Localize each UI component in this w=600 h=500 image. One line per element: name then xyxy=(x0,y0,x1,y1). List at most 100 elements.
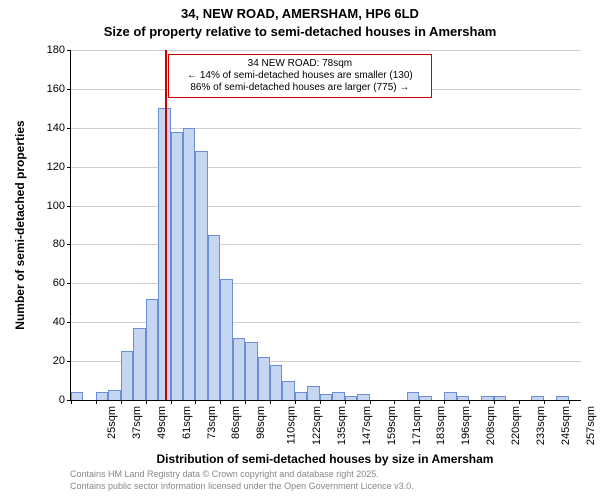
callout-line: 86% of semi-detached houses are larger (… xyxy=(172,82,428,94)
histogram-bar xyxy=(531,396,543,400)
x-tick-label: 220sqm xyxy=(510,406,522,445)
histogram-bar xyxy=(295,392,307,400)
x-axis-label: Distribution of semi-detached houses by … xyxy=(70,452,580,466)
histogram-bar xyxy=(96,392,108,400)
y-tick-mark xyxy=(67,283,71,284)
x-tick-label: 135sqm xyxy=(336,406,348,445)
y-tick-mark xyxy=(67,89,71,90)
histogram-bar xyxy=(258,357,270,400)
histogram-bar xyxy=(494,396,506,400)
histogram-bar xyxy=(419,396,431,400)
x-tick-mark xyxy=(171,400,172,404)
histogram-bar xyxy=(556,396,568,400)
grid-line xyxy=(71,50,581,51)
histogram-chart: 34, NEW ROAD, AMERSHAM, HP6 6LD Size of … xyxy=(0,0,600,500)
x-tick-label: 61sqm xyxy=(181,406,193,439)
y-tick-label: 160 xyxy=(47,83,65,95)
x-tick-label: 245sqm xyxy=(560,406,572,445)
x-tick-mark xyxy=(444,400,445,404)
y-tick-label: 0 xyxy=(59,394,65,406)
x-tick-label: 86sqm xyxy=(230,406,242,439)
x-tick-label: 196sqm xyxy=(460,406,472,445)
plot-area: 02040608010012014016018025sqm37sqm49sqm6… xyxy=(70,50,581,401)
x-tick-mark xyxy=(295,400,296,404)
x-tick-mark xyxy=(270,400,271,404)
histogram-bar xyxy=(121,351,133,400)
y-tick-label: 140 xyxy=(47,122,65,134)
x-tick-label: 37sqm xyxy=(131,406,143,439)
histogram-bar xyxy=(108,390,120,400)
histogram-bar xyxy=(345,396,357,400)
histogram-bar xyxy=(171,132,183,400)
x-tick-mark xyxy=(419,400,420,404)
callout-line: 34 NEW ROAD: 78sqm xyxy=(172,58,428,70)
histogram-bar xyxy=(332,392,344,400)
x-tick-mark xyxy=(121,400,122,404)
x-tick-label: 233sqm xyxy=(535,406,547,445)
y-tick-label: 180 xyxy=(47,44,65,56)
grid-line xyxy=(71,244,581,245)
callout-line: ← 14% of semi-detached houses are smalle… xyxy=(172,70,428,82)
x-tick-mark xyxy=(519,400,520,404)
histogram-bar xyxy=(307,386,319,400)
x-tick-label: 122sqm xyxy=(311,406,323,445)
histogram-bar xyxy=(208,235,220,400)
histogram-bar xyxy=(320,394,332,400)
y-tick-mark xyxy=(67,50,71,51)
y-tick-label: 120 xyxy=(47,161,65,173)
y-tick-label: 20 xyxy=(53,355,65,367)
x-tick-label: 147sqm xyxy=(361,406,373,445)
x-tick-mark xyxy=(569,400,570,404)
y-tick-mark xyxy=(67,244,71,245)
histogram-bar xyxy=(133,328,145,400)
x-tick-label: 98sqm xyxy=(255,406,267,439)
reference-line xyxy=(165,50,167,400)
histogram-bar xyxy=(146,299,158,400)
x-tick-mark xyxy=(146,400,147,404)
x-tick-mark xyxy=(220,400,221,404)
grid-line xyxy=(71,167,581,168)
x-tick-mark xyxy=(71,400,72,404)
histogram-bar xyxy=(357,394,369,400)
histogram-bar xyxy=(457,396,469,400)
y-tick-label: 80 xyxy=(53,238,65,250)
histogram-bar xyxy=(195,151,207,400)
y-tick-mark xyxy=(67,167,71,168)
x-tick-mark xyxy=(494,400,495,404)
histogram-bar xyxy=(158,108,170,400)
y-tick-mark xyxy=(67,206,71,207)
x-tick-mark xyxy=(544,400,545,404)
histogram-bar xyxy=(183,128,195,400)
histogram-bar xyxy=(481,396,493,400)
callout-box: 34 NEW ROAD: 78sqm← 14% of semi-detached… xyxy=(168,54,432,98)
x-tick-label: 25sqm xyxy=(106,406,118,439)
histogram-bar xyxy=(245,342,257,400)
histogram-bar xyxy=(282,381,294,400)
x-tick-label: 73sqm xyxy=(206,406,218,439)
x-tick-mark xyxy=(345,400,346,404)
footer-attribution: Contains HM Land Registry data © Crown c… xyxy=(70,468,414,492)
grid-line xyxy=(71,128,581,129)
footer-line: Contains public sector information licen… xyxy=(70,480,414,492)
y-tick-mark xyxy=(67,322,71,323)
histogram-bar xyxy=(444,392,456,400)
y-tick-label: 60 xyxy=(53,277,65,289)
x-tick-mark xyxy=(96,400,97,404)
y-tick-mark xyxy=(67,361,71,362)
x-tick-label: 110sqm xyxy=(285,406,297,444)
histogram-bar xyxy=(233,338,245,400)
x-tick-label: 257sqm xyxy=(585,406,597,445)
x-tick-label: 49sqm xyxy=(156,406,168,439)
x-tick-mark xyxy=(469,400,470,404)
x-tick-label: 171sqm xyxy=(411,406,423,445)
grid-line xyxy=(71,206,581,207)
histogram-bar xyxy=(220,279,232,400)
chart-title-line1: 34, NEW ROAD, AMERSHAM, HP6 6LD xyxy=(0,6,600,21)
histogram-bar xyxy=(270,365,282,400)
x-tick-mark xyxy=(195,400,196,404)
x-tick-mark xyxy=(370,400,371,404)
footer-line: Contains HM Land Registry data © Crown c… xyxy=(70,468,414,480)
x-tick-mark xyxy=(394,400,395,404)
y-tick-mark xyxy=(67,128,71,129)
x-tick-label: 208sqm xyxy=(485,406,497,445)
